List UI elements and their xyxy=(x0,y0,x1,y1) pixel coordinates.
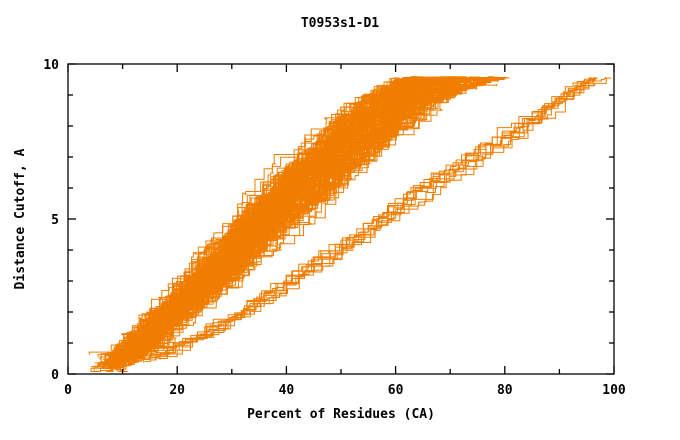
data-curve xyxy=(129,76,478,353)
data-curve-outlier xyxy=(143,77,592,363)
axis-tick-labels-group: 0 20 40 60 80 100 0 5 10 xyxy=(43,58,626,398)
y-tick-label: 5 xyxy=(51,213,59,228)
data-curve xyxy=(133,77,490,358)
x-tick-label: 40 xyxy=(279,383,295,398)
y-tick-label: 0 xyxy=(51,368,59,383)
data-curve-outlier xyxy=(165,77,612,357)
data-curve xyxy=(114,76,452,366)
x-tick-label: 100 xyxy=(602,383,626,398)
data-curve xyxy=(108,77,434,367)
x-tick-label: 20 xyxy=(169,383,185,398)
x-tick-label: 80 xyxy=(497,383,513,398)
data-curves-group xyxy=(88,75,612,373)
data-curve-outlier xyxy=(147,78,588,359)
data-curve-outlier xyxy=(159,76,607,360)
x-tick-label: 0 xyxy=(64,383,72,398)
data-curve xyxy=(112,76,495,358)
data-curve xyxy=(106,76,437,367)
x-tick-label: 60 xyxy=(388,383,404,398)
y-axis-label: Distance Cutoff, A xyxy=(13,148,28,289)
y-tick-label: 10 xyxy=(43,58,59,73)
x-axis-label: Percent of Residues (CA) xyxy=(247,407,435,422)
data-curve xyxy=(116,77,458,362)
axis-ticks-group xyxy=(67,63,615,375)
page-title: T0953s1-D1 xyxy=(300,16,380,31)
data-curve-outlier xyxy=(158,77,596,359)
data-curve xyxy=(100,88,387,365)
data-curve xyxy=(122,77,484,361)
data-curve xyxy=(128,77,506,359)
